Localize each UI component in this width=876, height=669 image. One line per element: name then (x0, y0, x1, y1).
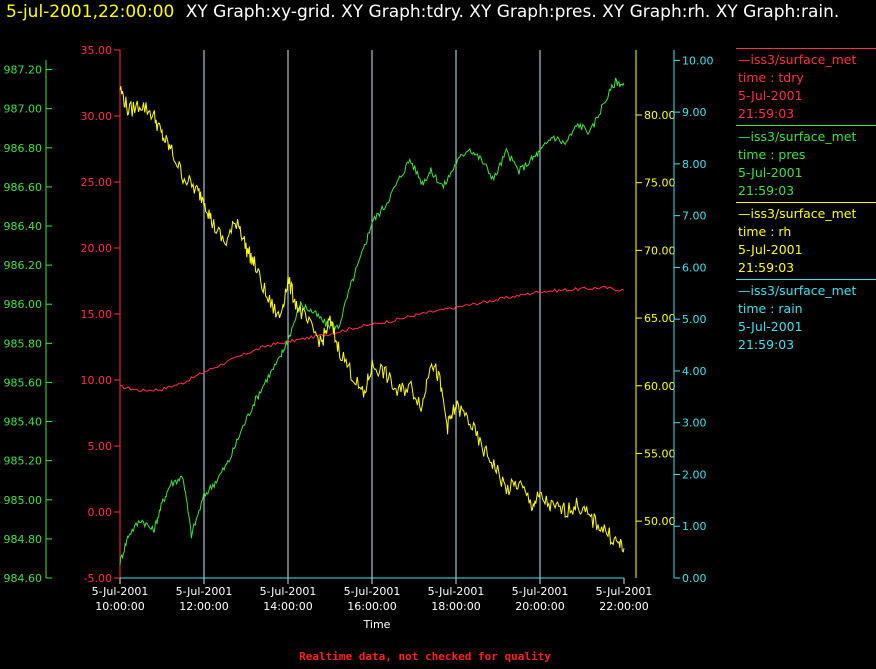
legend-date: 5-Jul-2001 (738, 242, 803, 257)
legend-time: 21:59:03 (738, 183, 795, 198)
series-line-pres (119, 77, 625, 566)
rh-tick-label: 80.00 (644, 109, 676, 122)
pres-tick-label: 986.60 (4, 181, 43, 194)
x-tick-date: 5-Jul-2001 (92, 585, 149, 598)
legend-source: —iss3/surface_met (738, 52, 857, 67)
legend-time: 21:59:03 (738, 337, 795, 352)
pres-tick-label: 986.40 (4, 220, 43, 233)
legend-field: time : rain (738, 301, 803, 316)
tdry-tick-label: 5.00 (88, 440, 113, 453)
title-timestamp: 5-jul-2001,22:00:00 (6, 2, 175, 22)
x-tick-date: 5-Jul-2001 (596, 585, 653, 598)
rh-tick-label: 65.00 (644, 312, 676, 325)
tdry-tick-label: 30.00 (81, 110, 113, 123)
legend-entry-tdry: —iss3/surface_met time : tdry 5-Jul-2001… (736, 48, 876, 125)
legend-field: time : pres (738, 147, 806, 162)
series-line-tdry (119, 285, 625, 393)
pres-tick-label: 986.20 (4, 259, 43, 272)
x-axis-label: Time (363, 618, 391, 631)
legend-entry-rain: —iss3/surface_met time : rain 5-Jul-2001… (736, 279, 876, 356)
legend-field: time : tdry (738, 70, 804, 85)
x-tick-date: 5-Jul-2001 (428, 585, 485, 598)
rain-tick-label: 9.00 (682, 106, 707, 119)
tdry-tick-label: 0.00 (88, 506, 113, 519)
x-tick-time: 10:00:00 (95, 600, 144, 613)
pres-tick-label: 987.20 (4, 64, 43, 77)
x-tick-date: 5-Jul-2001 (512, 585, 569, 598)
title-graph-list: XY Graph:xy-grid. XY Graph:tdry. XY Grap… (185, 2, 840, 22)
legend: —iss3/surface_met time : tdry 5-Jul-2001… (736, 48, 876, 356)
rain-tick-label: 0.00 (682, 572, 707, 585)
legend-source: —iss3/surface_met (738, 129, 857, 144)
rh-tick-label: 60.00 (644, 380, 676, 393)
pres-tick-label: 985.60 (4, 376, 43, 389)
title-bar: 5-jul-2001,22:00:00 XY Graph:xy-grid. XY… (6, 2, 839, 24)
rh-tick-label: 75.00 (644, 177, 676, 190)
rain-tick-label: 5.00 (682, 313, 707, 326)
pres-tick-label: 984.80 (4, 533, 43, 546)
x-tick-time: 14:00:00 (263, 600, 312, 613)
legend-source: —iss3/surface_met (738, 206, 857, 221)
tdry-tick-label: 10.00 (81, 374, 113, 387)
pres-tick-label: 985.00 (4, 494, 43, 507)
tdry-tick-label: 20.00 (81, 242, 113, 255)
rain-tick-label: 3.00 (682, 417, 707, 430)
rain-tick-label: 1.00 (682, 520, 707, 533)
rh-tick-label: 70.00 (644, 244, 676, 257)
tdry-tick-label: -5.00 (84, 572, 112, 585)
x-tick-time: 18:00:00 (431, 600, 480, 613)
legend-entry-rh: —iss3/surface_met time : rh 5-Jul-2001 2… (736, 202, 876, 279)
x-tick-time: 20:00:00 (515, 600, 564, 613)
x-tick-date: 5-Jul-2001 (176, 585, 233, 598)
legend-date: 5-Jul-2001 (738, 88, 803, 103)
pres-tick-label: 986.00 (4, 298, 43, 311)
legend-time: 21:59:03 (738, 260, 795, 275)
pres-tick-label: 987.00 (4, 103, 43, 116)
series-line-rh (119, 86, 625, 553)
x-tick-time: 22:00:00 (599, 600, 648, 613)
pres-tick-label: 986.80 (4, 142, 43, 155)
legend-date: 5-Jul-2001 (738, 165, 803, 180)
quality-warning: Realtime data, not checked for quality (299, 650, 551, 663)
pres-tick-label: 984.60 (4, 572, 43, 585)
tdry-tick-label: 25.00 (81, 176, 113, 189)
tdry-tick-label: 15.00 (81, 308, 113, 321)
rain-tick-label: 4.00 (682, 365, 707, 378)
tdry-tick-label: 35.00 (81, 44, 113, 57)
legend-source: —iss3/surface_met (738, 283, 857, 298)
rain-tick-label: 2.00 (682, 468, 707, 481)
x-tick-time: 12:00:00 (179, 600, 228, 613)
legend-date: 5-Jul-2001 (738, 319, 803, 334)
pres-tick-label: 985.40 (4, 416, 43, 429)
x-tick-time: 16:00:00 (347, 600, 396, 613)
rain-tick-label: 10.00 (682, 54, 714, 67)
rain-tick-label: 6.00 (682, 261, 707, 274)
legend-field: time : rh (738, 224, 792, 239)
legend-entry-pres: —iss3/surface_met time : pres 5-Jul-2001… (736, 125, 876, 202)
rain-tick-label: 8.00 (682, 158, 707, 171)
legend-time: 21:59:03 (738, 106, 795, 121)
rh-tick-label: 55.00 (644, 447, 676, 460)
pres-tick-label: 985.80 (4, 337, 43, 350)
x-tick-date: 5-Jul-2001 (260, 585, 317, 598)
rh-tick-label: 50.00 (644, 515, 676, 528)
rain-tick-label: 7.00 (682, 210, 707, 223)
pres-tick-label: 985.20 (4, 455, 43, 468)
x-tick-date: 5-Jul-2001 (344, 585, 401, 598)
